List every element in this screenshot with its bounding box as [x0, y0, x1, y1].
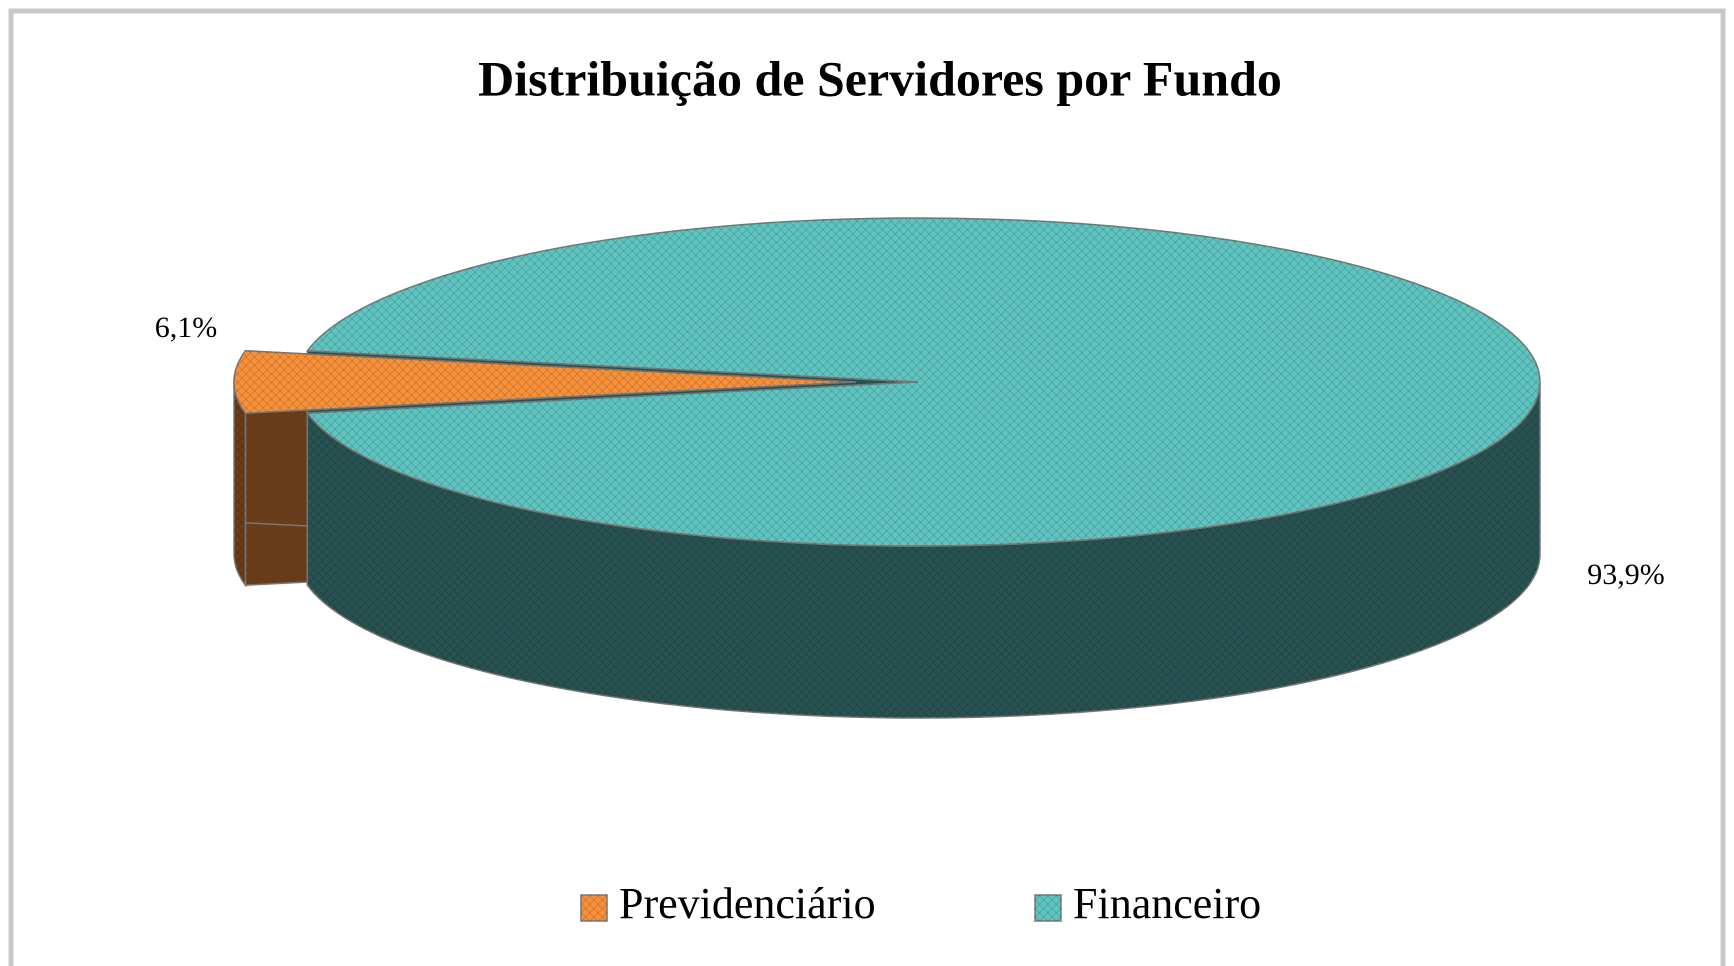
legend-label: Financeiro [1073, 879, 1261, 928]
pie-slice-hatch [233, 350, 857, 414]
slice-side-hatch [234, 382, 246, 586]
data-label: 6,1% [155, 311, 218, 344]
legend-label: Previdenciário [619, 879, 876, 928]
slice-side-hatch [307, 382, 1541, 718]
data-label: 93,9% [1587, 558, 1665, 591]
legend-swatch-hatch [581, 895, 607, 921]
pie-slice-hatch [307, 217, 1541, 546]
chart-title: Distribuição de Servidores por Fundo [478, 50, 1282, 106]
legend-swatch-hatch [1035, 895, 1061, 921]
